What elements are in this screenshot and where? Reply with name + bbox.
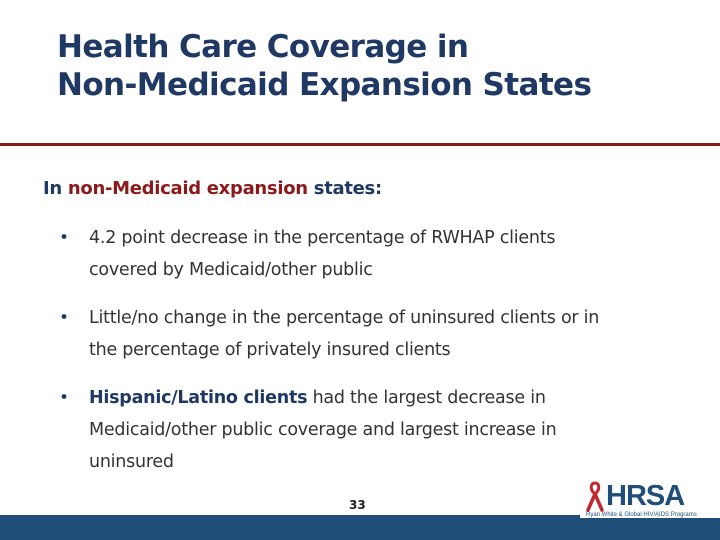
bullet-2-line-1: Little/no change in the percentage of un… bbox=[89, 308, 600, 328]
bullet-dot: • bbox=[59, 308, 69, 328]
bullet-2-line-2: the percentage of privately insured clie… bbox=[89, 340, 451, 360]
bullet-1-line-2: covered by Medicaid/other public bbox=[89, 260, 373, 280]
bullet-item-3: • Hispanic/Latino clients had the larges… bbox=[59, 382, 709, 478]
intro-heading: In non-Medicaid expansion states: bbox=[43, 178, 382, 199]
bullet-3-line-1: Hispanic/Latino clients had the largest … bbox=[89, 382, 709, 414]
bullet-3-line-1-rest: had the largest decrease in bbox=[307, 388, 546, 408]
footer-bar bbox=[0, 518, 720, 540]
bullet-3-emphasis: Hispanic/Latino clients bbox=[89, 388, 308, 408]
bullet-dot: • bbox=[59, 388, 69, 408]
bullet-list: • 4.2 point decrease in the percentage o… bbox=[59, 222, 709, 494]
hrsa-tagline: Ryan White & Global HIV/AIDS Programs bbox=[586, 512, 697, 518]
intro-suffix: states: bbox=[307, 178, 382, 199]
intro-prefix: In bbox=[43, 178, 68, 199]
red-ribbon-icon bbox=[586, 481, 604, 512]
slide-title: Health Care Coverage in Non-Medicaid Exp… bbox=[57, 28, 697, 104]
bullet-item-1: • 4.2 point decrease in the percentage o… bbox=[59, 222, 709, 286]
bullet-3-line-2: Medicaid/other public coverage and large… bbox=[89, 420, 557, 440]
slide-title-line-2: Non-Medicaid Expansion States bbox=[57, 67, 592, 103]
hrsa-wordmark: HRSA bbox=[606, 480, 685, 512]
page-number: 33 bbox=[349, 498, 366, 512]
bullet-item-2: • Little/no change in the percentage of … bbox=[59, 302, 709, 366]
slide-title-line-1: Health Care Coverage in bbox=[57, 29, 469, 65]
title-divider bbox=[0, 143, 720, 146]
bullet-1-line-1: 4.2 point decrease in the percentage of … bbox=[89, 228, 556, 248]
bullet-3-line-3: uninsured bbox=[89, 452, 174, 472]
hrsa-logo: HRSA Ryan White & Global HIV/AIDS Progra… bbox=[584, 480, 716, 520]
footer-rule bbox=[0, 515, 580, 518]
bullet-dot: • bbox=[59, 228, 69, 248]
intro-highlight: non-Medicaid expansion bbox=[67, 178, 308, 199]
